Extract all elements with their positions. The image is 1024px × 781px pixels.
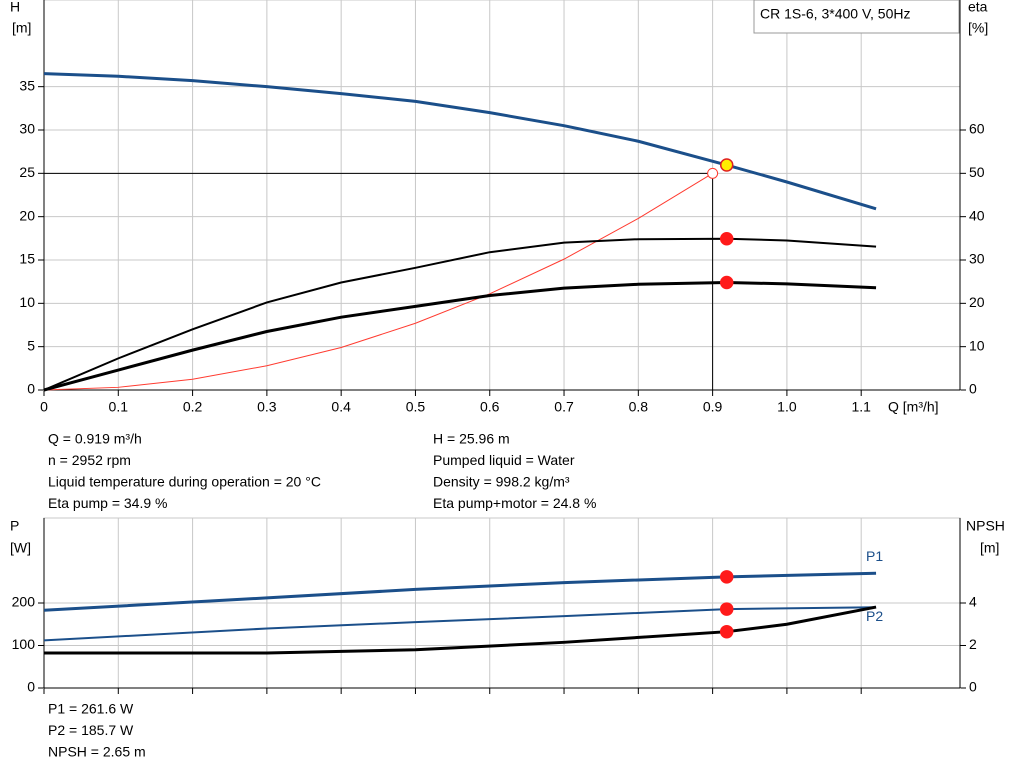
chart-title: CR 1S-6, 3*400 V, 50Hz: [760, 6, 910, 22]
x-tick-label: 0.6: [480, 399, 500, 415]
x-tick-label: 0.3: [257, 399, 277, 415]
y-tick-label: 0: [27, 679, 35, 695]
curve: [43, 237, 877, 391]
x-tick-label: 0.1: [109, 399, 129, 415]
curve: [44, 605, 877, 655]
y-axis-label: P: [10, 518, 19, 534]
curve: [43, 571, 877, 612]
y2-tick-label: 50: [969, 164, 985, 180]
y2-tick-label: 0: [969, 381, 977, 397]
operating-point: [719, 624, 734, 639]
readout: n = 2952 rpm: [48, 452, 131, 468]
y-tick-label: 20: [19, 207, 35, 223]
y2-axis-label: eta: [968, 0, 988, 15]
title-box: [753, 0, 960, 34]
x-axis-label: Q [m³/h]: [888, 399, 939, 415]
y2-tick-label: 30: [969, 251, 985, 267]
x-tick-label: 0.9: [703, 399, 723, 415]
series-label: P1: [866, 548, 883, 564]
y2-axis-unit: [m]: [980, 540, 999, 556]
y2-tick-label: 0: [969, 679, 977, 695]
readout: Eta pump = 34.9 %: [48, 495, 167, 511]
readout: Pumped liquid = Water: [433, 452, 575, 468]
operating-point: [719, 570, 734, 584]
curve: [43, 606, 877, 642]
y-tick-label: 35: [19, 77, 35, 93]
y-tick-label: 10: [19, 294, 35, 310]
y-axis-label: H: [10, 0, 20, 15]
y-tick-label: 30: [19, 121, 35, 137]
readout: Q = 0.919 m³/h: [48, 431, 142, 447]
operating-point: [719, 275, 734, 290]
x-tick-label: 0.2: [183, 399, 203, 415]
readout: Eta pump+motor = 24.8 %: [433, 495, 596, 511]
y-tick-label: 0: [27, 381, 35, 397]
y-tick-label: 25: [19, 164, 35, 180]
y-axis-unit: [W]: [10, 540, 31, 556]
x-tick-label: 0.7: [554, 399, 574, 415]
y2-tick-label: 2: [969, 636, 977, 652]
y-tick-label: 100: [12, 636, 36, 652]
x-tick-label: 0: [40, 399, 48, 415]
y-tick-label: 15: [19, 251, 35, 267]
x-tick-label: 0.5: [406, 399, 426, 415]
y2-tick-label: 20: [969, 294, 985, 310]
x-tick-label: 1.0: [777, 399, 797, 415]
readout: P1 = 261.6 W: [48, 701, 134, 717]
x-tick-label: 0.4: [331, 399, 351, 415]
x-tick-label: 1.1: [851, 399, 871, 415]
curve: [43, 172, 713, 391]
y-tick-label: 5: [27, 337, 35, 353]
x-tick-label: 0.8: [629, 399, 649, 415]
y2-tick-label: 10: [969, 337, 985, 353]
readout: Liquid temperature during operation = 20…: [48, 474, 321, 490]
readout: NPSH = 2.65 m: [48, 744, 146, 760]
readout: H = 25.96 m: [433, 431, 510, 447]
series-label: P2: [866, 608, 883, 624]
operating-point: [719, 158, 734, 172]
y-tick-label: 200: [12, 594, 36, 610]
readout: P2 = 185.7 W: [48, 722, 134, 738]
curve: [43, 72, 877, 211]
readout: Density = 998.2 kg/m³: [433, 474, 570, 490]
operating-point: [719, 602, 734, 616]
duty-point: [707, 167, 719, 179]
y2-tick-label: 60: [969, 121, 985, 137]
y2-axis-label: NPSH: [966, 518, 1005, 534]
y2-tick-label: 4: [969, 594, 977, 610]
y2-axis-unit: [%]: [968, 20, 988, 36]
curve: [43, 281, 877, 392]
operating-point: [719, 232, 734, 246]
y2-tick-label: 40: [969, 207, 985, 223]
y-axis-unit: [m]: [12, 20, 31, 36]
